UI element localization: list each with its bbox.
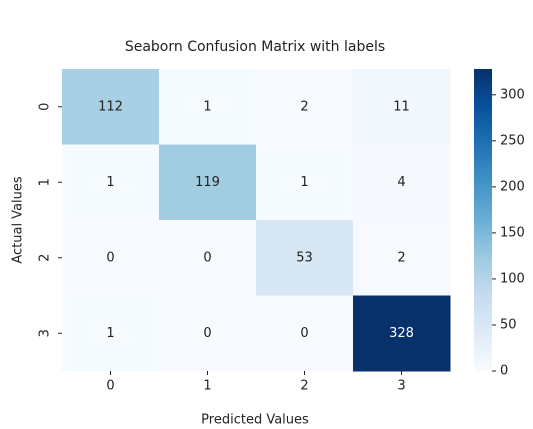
cell — [62, 69, 160, 145]
cell-label: 11 — [393, 99, 410, 114]
cell-label: 0 — [300, 326, 308, 341]
cell-label: 1 — [203, 99, 211, 114]
colorbar-tick-label: 300 — [500, 87, 525, 102]
x-tick-label: 2 — [300, 379, 308, 394]
cell-label: 119 — [195, 175, 220, 190]
cell — [62, 144, 160, 221]
cell — [159, 295, 257, 372]
cell — [159, 220, 257, 296]
y-tick-label: 0 — [38, 103, 53, 111]
cell — [159, 69, 257, 145]
x-tick-label: 3 — [397, 379, 405, 394]
cell-label: 2 — [300, 99, 308, 114]
cell — [353, 144, 451, 221]
cell-label: 1 — [106, 326, 114, 341]
cell — [256, 295, 354, 372]
cell — [62, 220, 160, 296]
cell — [62, 295, 160, 372]
colorbar — [474, 69, 492, 371]
cell-label: 4 — [397, 175, 405, 190]
colorbar-tick-label: 200 — [500, 179, 525, 194]
y-tick-label: 1 — [38, 178, 53, 186]
y-tick-label: 2 — [38, 254, 53, 262]
cell-label: 0 — [106, 250, 114, 265]
colorbar-tick-label: 250 — [500, 133, 525, 148]
x-tick-label: 0 — [106, 379, 114, 394]
x-axis-label: Predicted Values — [201, 413, 309, 428]
colorbar-tick-label: 100 — [500, 271, 525, 286]
cell-label: 112 — [98, 99, 123, 114]
y-tick-label: 3 — [38, 329, 53, 337]
cell — [256, 144, 354, 221]
cell — [256, 69, 354, 145]
cell — [353, 220, 451, 296]
cell-label: 0 — [203, 326, 211, 341]
cell — [256, 220, 354, 296]
cell — [353, 69, 451, 145]
chart-title: Seaborn Confusion Matrix with labels — [125, 39, 385, 55]
cell-label: 2 — [397, 250, 405, 265]
cell-label: 1 — [300, 175, 308, 190]
colorbar-tick-label: 50 — [500, 317, 517, 332]
cell-label: 0 — [203, 250, 211, 265]
cell — [353, 295, 451, 372]
cell-label: 53 — [296, 250, 313, 265]
cell-label: 328 — [389, 326, 414, 341]
x-tick-label: 1 — [203, 379, 211, 394]
cell-label: 1 — [106, 175, 114, 190]
cell — [159, 144, 257, 221]
colorbar-tick-label: 150 — [500, 225, 525, 240]
y-axis-label: Actual Values — [11, 176, 26, 264]
colorbar-tick-label: 0 — [500, 364, 508, 379]
